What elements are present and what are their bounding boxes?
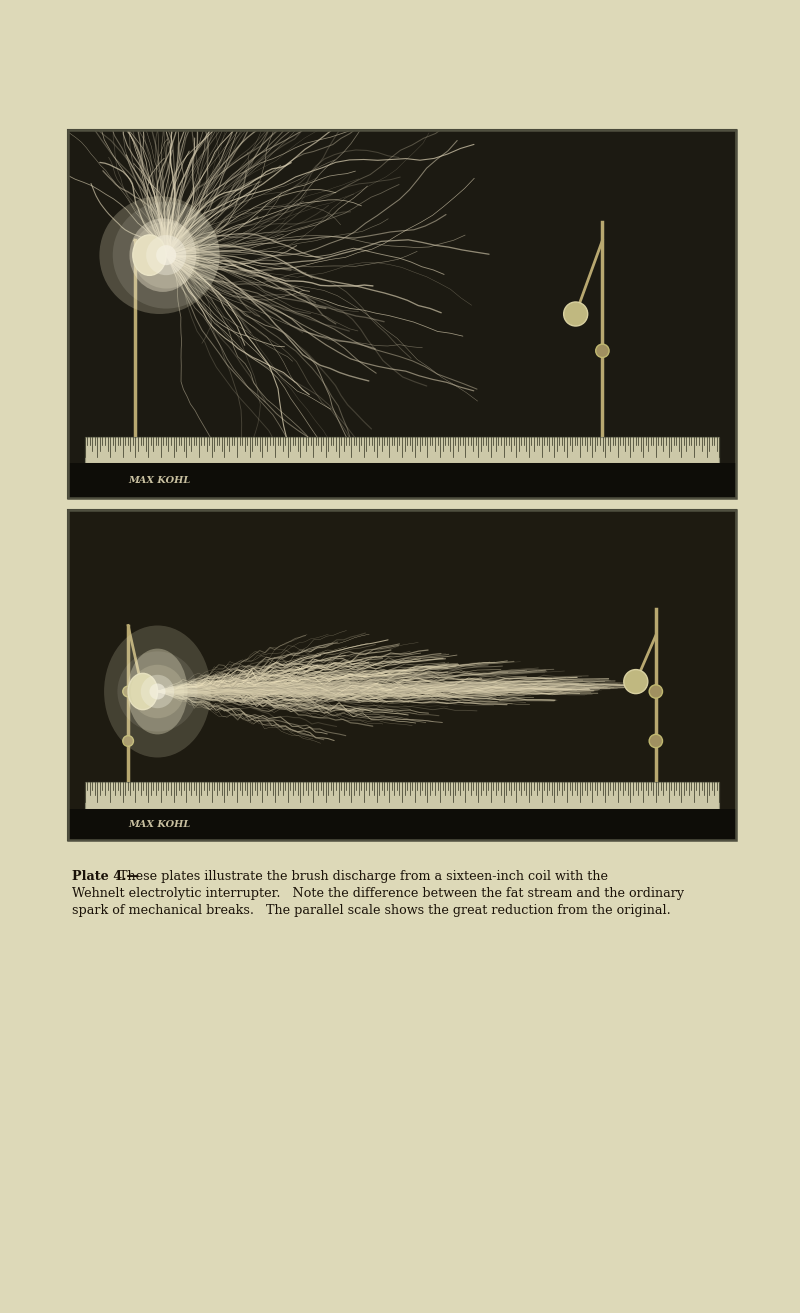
Circle shape xyxy=(122,735,134,746)
Circle shape xyxy=(624,670,648,693)
Circle shape xyxy=(130,664,184,718)
Bar xyxy=(68,463,736,498)
Circle shape xyxy=(649,734,662,747)
Text: Plate 4.—: Plate 4.— xyxy=(72,871,139,884)
Ellipse shape xyxy=(128,674,158,709)
Bar xyxy=(85,783,719,809)
Circle shape xyxy=(113,202,220,309)
Text: spark of mechanical breaks.   The parallel scale shows the great reduction from : spark of mechanical breaks. The parallel… xyxy=(72,903,670,916)
Bar xyxy=(68,130,736,498)
Circle shape xyxy=(649,685,662,699)
Circle shape xyxy=(146,235,186,276)
Circle shape xyxy=(150,684,166,700)
Circle shape xyxy=(156,246,176,265)
Text: MAX KOHL: MAX KOHL xyxy=(128,477,190,484)
Ellipse shape xyxy=(104,625,211,758)
Circle shape xyxy=(122,687,134,697)
Text: Wehnelt electrolytic interrupter.   Note the difference between the fat stream a: Wehnelt electrolytic interrupter. Note t… xyxy=(72,888,684,899)
Bar xyxy=(68,509,736,840)
Bar xyxy=(68,809,736,840)
Text: MAX KOHL: MAX KOHL xyxy=(128,819,190,829)
Ellipse shape xyxy=(130,218,196,291)
Bar xyxy=(85,437,719,463)
Text: These plates illustrate the brush discharge from a sixteen-inch coil with the: These plates illustrate the brush discha… xyxy=(119,871,608,884)
Bar xyxy=(68,130,736,498)
Circle shape xyxy=(118,651,198,731)
Bar xyxy=(68,509,736,840)
Ellipse shape xyxy=(99,196,220,314)
Circle shape xyxy=(564,302,588,326)
Circle shape xyxy=(133,222,199,289)
Ellipse shape xyxy=(133,235,166,276)
Ellipse shape xyxy=(127,649,187,734)
Circle shape xyxy=(141,675,174,708)
Circle shape xyxy=(596,344,609,357)
